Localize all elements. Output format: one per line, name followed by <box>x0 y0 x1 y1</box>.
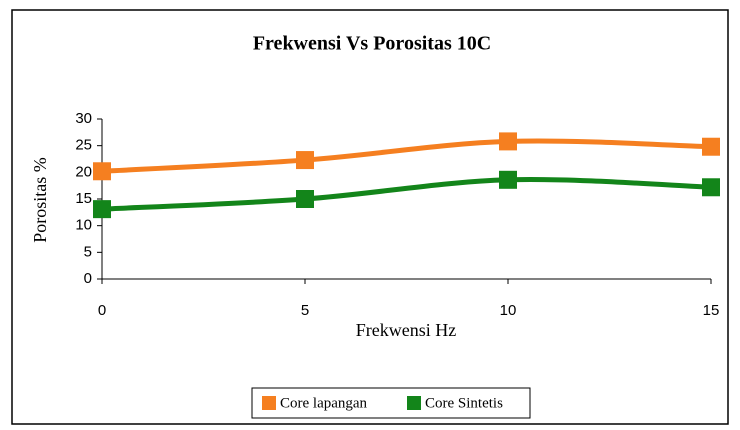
y-axis-label: Porositas % <box>30 157 50 243</box>
chart-title: Frekwensi Vs Porositas 10C <box>253 33 491 55</box>
point-marker <box>296 151 314 170</box>
y-tick-label: 5 <box>84 243 92 260</box>
point-marker <box>499 132 517 151</box>
point-marker <box>702 178 720 197</box>
point-marker <box>93 200 111 219</box>
x-tick-label: 10 <box>500 302 517 319</box>
point-marker <box>702 137 720 156</box>
point-marker <box>296 190 314 208</box>
x-axis-label: Frekwensi Hz <box>356 320 456 340</box>
y-tick-label: 0 <box>84 270 92 287</box>
legend-swatch <box>262 396 276 410</box>
legend-box <box>251 387 531 419</box>
y-tick-label: 20 <box>75 163 92 180</box>
series-line <box>101 177 712 212</box>
legend-label: Core lapangan <box>280 395 368 411</box>
x-tick-label: 15 <box>703 302 720 319</box>
series-line <box>101 138 712 174</box>
legend-label: Core Sintetis <box>425 395 503 411</box>
y-tick-label: 15 <box>75 190 92 207</box>
point-marker <box>499 170 517 189</box>
x-tick-label: 0 <box>98 302 106 319</box>
y-tick-label: 25 <box>75 137 92 154</box>
x-tick-label: 5 <box>301 302 309 319</box>
chart-border <box>11 9 729 425</box>
point-marker <box>93 162 111 181</box>
y-tick-label: 10 <box>75 217 92 234</box>
y-tick-label: 30 <box>75 110 92 127</box>
legend-swatch <box>407 396 421 410</box>
